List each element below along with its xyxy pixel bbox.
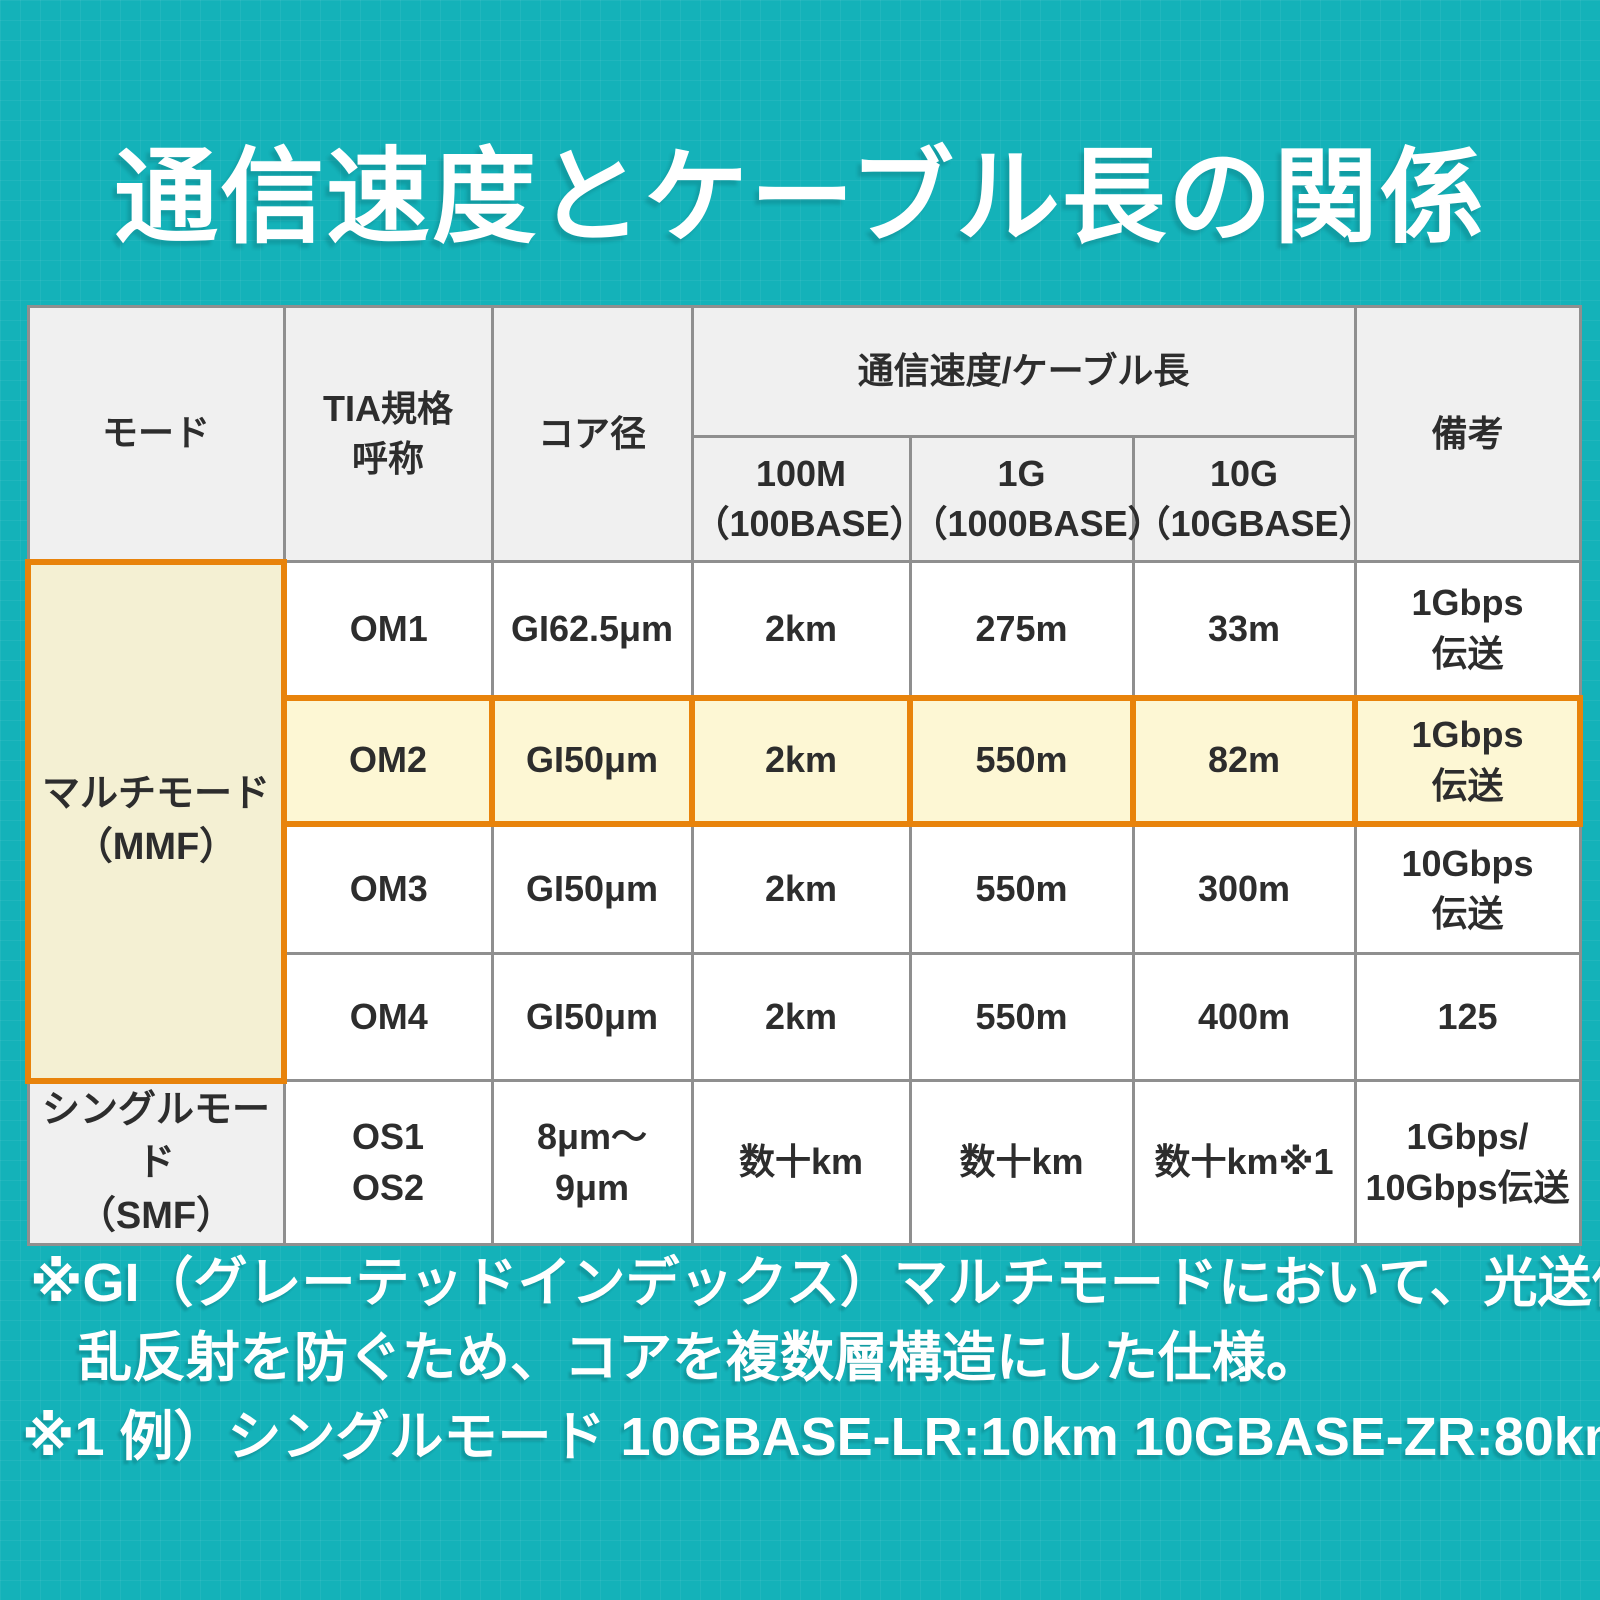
cell-om2-100m: 2km <box>689 694 913 827</box>
cell-om4-1g: 550m <box>908 952 1135 1082</box>
cell-om3-10g: 300m <box>1131 822 1357 955</box>
table-row-om1: マルチモード （MMF） OM1 GI62.5μm 2km 275m 33m 1… <box>25 558 1582 1084</box>
cell-om4-note: 125 <box>1353 952 1582 1082</box>
cell-om1-100m: 2km <box>690 560 912 699</box>
cell-om4-tia: OM4 <box>282 952 494 1082</box>
cell-om4-core: GI50μm <box>490 952 694 1082</box>
col-header-100m: 100M （100BASE） <box>690 435 926 563</box>
cell-om1-10g: 33m <box>1131 560 1357 699</box>
table-row-om2-highlighted: OM2 GI50μm 2km 550m 82m 1Gbps 伝送 <box>28 694 1584 827</box>
cell-smf-note: 1Gbps/ 10Gbps伝送 <box>1353 1078 1582 1247</box>
header-row-1: モード TIA規格 呼称 コア径 通信速度/ケーブル長 備考 <box>26 305 1582 563</box>
table-row-om3: OM3 GI50μm 2km 550m 300m 10Gbps 伝送 <box>28 822 1582 955</box>
cell-om3-core: GI50μm <box>490 822 694 955</box>
cell-smf-100m: 数十km <box>690 1078 912 1247</box>
col-header-speed-group: 通信速度/ケーブル長 <box>690 305 1357 438</box>
page-title: 通信速度とケーブル長の関係 <box>114 140 1486 256</box>
mode-cell-multimode: マルチモード （MMF） <box>25 558 287 1084</box>
cell-smf-tia: OS1 OS2 <box>282 1078 494 1247</box>
cell-om1-note: 1Gbps 伝送 <box>1353 560 1582 699</box>
table-row-smf: シングルモード （SMF） OS1 OS2 8μm～ 9μm 数十km 数十km… <box>26 1078 1582 1247</box>
footnote-ref1: ※1 例）シングルモード 10GBASE-LR:10km 10GBASE-ZR:… <box>22 1407 1600 1467</box>
cell-om3-note: 10Gbps 伝送 <box>1353 822 1582 955</box>
mode-cell-singlemode: シングルモード （SMF） <box>26 1078 286 1247</box>
cell-om2-note: 1Gbps 伝送 <box>1352 694 1584 827</box>
footnote-gi-line1: ※GI（グレーテッドインデックス）マルチモードにおいて、光送信の際 <box>30 1253 1600 1313</box>
col-header-tia: TIA規格 呼称 <box>282 305 494 563</box>
cell-om2-1g: 550m <box>907 694 1136 827</box>
cell-smf-10g: 数十km※1 <box>1131 1078 1357 1247</box>
fiber-spec-table: モード TIA規格 呼称 コア径 通信速度/ケーブル長 備考 100M （100… <box>25 305 1584 1247</box>
cell-smf-1g: 数十km <box>908 1078 1135 1247</box>
table-row-om4: OM4 GI50μm 2km 550m 400m 125 <box>28 952 1582 1082</box>
col-header-core: コア径 <box>490 305 694 563</box>
footnote-gi: ※GI（グレーテッドインデックス）マルチモードにおいて、光送信の際 乱反射を防ぐ… <box>30 1246 1600 1395</box>
cell-om2-core: GI50μm <box>489 694 695 827</box>
col-header-remarks: 備考 <box>1353 305 1582 563</box>
cell-smf-core: 8μm～ 9μm <box>490 1078 694 1247</box>
col-header-10g: 10G （10GBASE） <box>1131 435 1375 563</box>
cell-om1-tia: OM1 <box>282 560 494 699</box>
footnote-gi-line2: 乱反射を防ぐため、コアを複数層構造にした仕様。 <box>78 1327 1320 1388</box>
header-row-2: 100M （100BASE） 1G （1000BASE） 10G （10GBAS… <box>28 435 1580 563</box>
cell-om2-10g: 82m <box>1129 694 1359 827</box>
cell-om1-1g: 275m <box>908 560 1135 699</box>
cell-om1-core: GI62.5μm <box>490 560 694 699</box>
col-header-1g: 1G （1000BASE） <box>908 435 1164 563</box>
cell-om3-tia: OM3 <box>282 822 494 955</box>
cell-om4-10g: 400m <box>1131 952 1357 1082</box>
cell-om4-100m: 2km <box>690 952 912 1082</box>
cell-om3-1g: 550m <box>908 822 1135 955</box>
col-header-mode: モード <box>26 305 286 563</box>
cell-om3-100m: 2km <box>690 822 912 955</box>
cell-om2-tia: OM2 <box>281 694 495 827</box>
